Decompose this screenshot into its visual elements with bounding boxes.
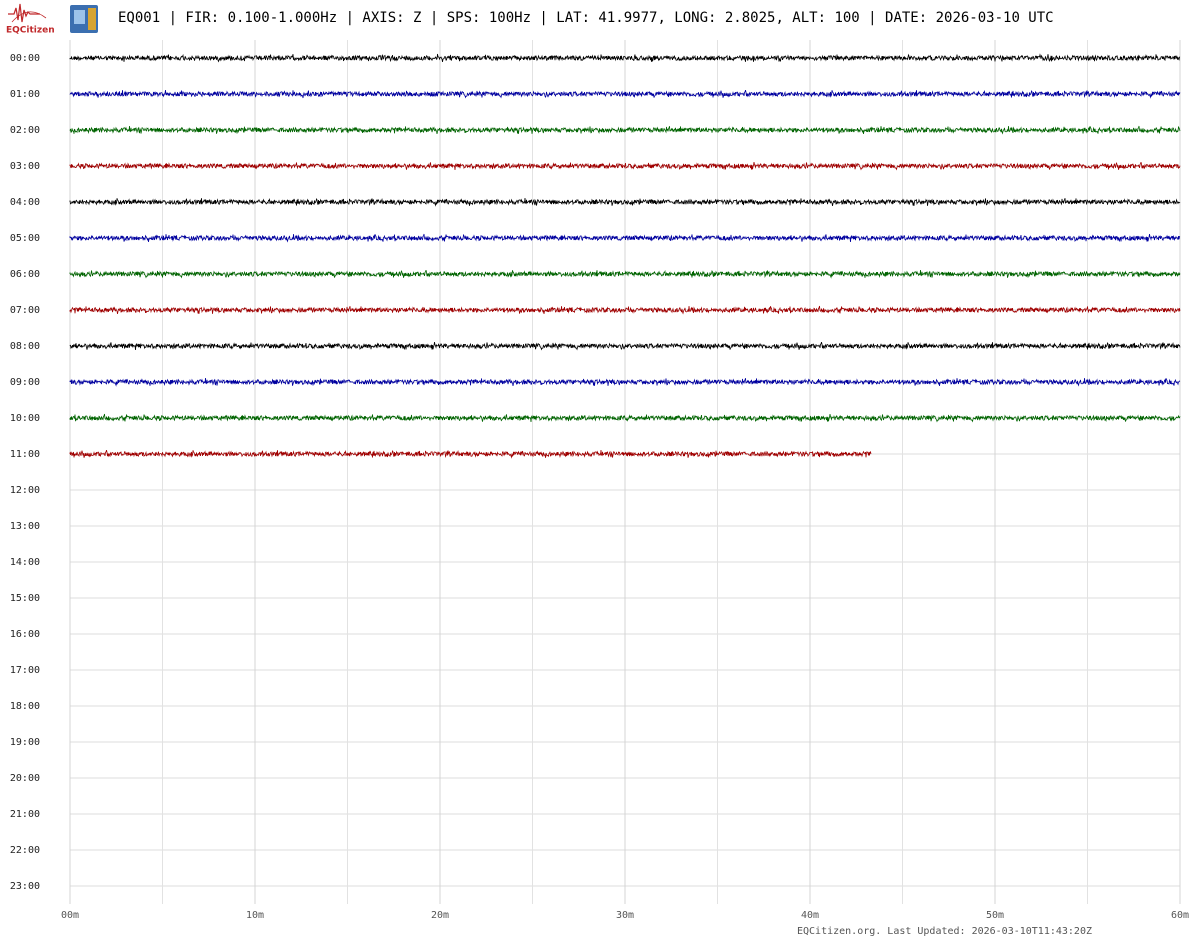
logo-wave — [8, 3, 40, 23]
row-label: 07:00 — [10, 305, 40, 316]
row-label: 21:00 — [10, 809, 40, 820]
row-label: 02:00 — [10, 125, 40, 136]
row-label: 22:00 — [10, 845, 40, 856]
trace — [69, 377, 1181, 387]
trace — [69, 269, 1181, 279]
row-label: 20:00 — [10, 773, 40, 784]
logo: EQCitizen — [6, 3, 55, 36]
icon-pins — [88, 8, 96, 30]
trace — [69, 197, 1181, 207]
row-label: 08:00 — [10, 341, 40, 352]
x-tick-label: 40m — [801, 910, 819, 921]
trace — [69, 305, 1181, 315]
row-label: 16:00 — [10, 629, 40, 640]
trace — [69, 233, 1181, 243]
row-label: 12:00 — [10, 485, 40, 496]
footer: EQCitizen.org. Last Updated: 2026-03-10T… — [797, 926, 1092, 937]
trace — [69, 89, 1181, 99]
row-label: 09:00 — [10, 377, 40, 388]
row-label: 05:00 — [10, 233, 40, 244]
x-tick-label: 00m — [61, 910, 79, 921]
row-label: 00:00 — [10, 53, 40, 64]
row-label: 17:00 — [10, 665, 40, 676]
logo-arc — [11, 11, 47, 23]
row-label: 18:00 — [10, 701, 40, 712]
x-tick-label: 50m — [986, 910, 1004, 921]
row-label: 06:00 — [10, 269, 40, 280]
trace — [69, 449, 872, 459]
trace — [69, 161, 1181, 171]
icon-chip — [74, 10, 85, 24]
trace — [69, 53, 1181, 63]
row-label: 15:00 — [10, 593, 40, 604]
x-tick-label: 30m — [616, 910, 634, 921]
trace — [69, 341, 1181, 351]
row-label: 23:00 — [10, 881, 40, 892]
row-label: 03:00 — [10, 161, 40, 172]
row-label: 10:00 — [10, 413, 40, 424]
logo-text: EQCitizen — [6, 26, 55, 36]
row-label: 04:00 — [10, 197, 40, 208]
app-icon — [70, 5, 98, 33]
row-label: 14:00 — [10, 557, 40, 568]
row-label: 19:00 — [10, 737, 40, 748]
x-tick-label: 20m — [431, 910, 449, 921]
row-label: 01:00 — [10, 89, 40, 100]
row-label: 13:00 — [10, 521, 40, 532]
chart-title: EQ001 | FIR: 0.100-1.000Hz | AXIS: Z | S… — [118, 10, 1054, 26]
x-tick-label: 10m — [246, 910, 264, 921]
x-tick-label: 60m — [1171, 910, 1189, 921]
trace — [69, 125, 1181, 135]
trace — [69, 413, 1181, 423]
row-label: 11:00 — [10, 449, 40, 460]
